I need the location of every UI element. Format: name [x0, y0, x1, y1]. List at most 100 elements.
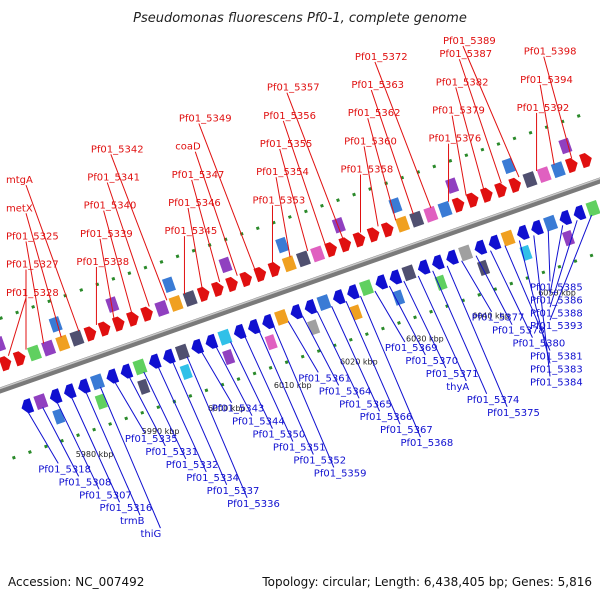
- kbp-label: 5990 kbp: [142, 427, 180, 436]
- gene-leader-line: [103, 210, 133, 313]
- gene-leader-line: [25, 213, 62, 338]
- gene-feature-box: [52, 408, 66, 425]
- gene-leader-line: [172, 361, 228, 486]
- gene-feature-box: [275, 236, 290, 254]
- map-title: Pseudomonas fluorescens Pf0-1, complete …: [133, 11, 467, 26]
- gene-leader-line: [114, 381, 146, 434]
- forward-gene-label: Pf01_5353: [252, 195, 305, 206]
- gene-leader-line: [187, 207, 203, 289]
- forward-gene-arrow: [225, 276, 238, 293]
- reverse-gene-label: Pf01_5331: [145, 447, 198, 458]
- gene-leader-line: [403, 280, 447, 369]
- forward-gene-label: Pf01_5354: [256, 167, 309, 178]
- gene-feature-box: [543, 214, 559, 232]
- gene-feature-box: [295, 250, 311, 268]
- reverse-gene-arrow: [290, 304, 304, 320]
- gene-leader-line: [244, 336, 294, 442]
- reverse-gene-label: Pf01_5332: [166, 460, 219, 471]
- gene-feature-box: [434, 274, 448, 291]
- gene-leader-line: [279, 148, 309, 252]
- gene-feature-box: [388, 197, 403, 214]
- gene-feature-box: [519, 244, 533, 262]
- reverse-gene-label: Pf01_5393: [530, 321, 583, 332]
- forward-gene-label: Pf01_5382: [436, 77, 489, 88]
- kbp-label: 6000 kbp: [208, 404, 246, 413]
- reverse-gene-arrow: [517, 224, 530, 240]
- forward-gene-label: Pf01_5357: [267, 83, 320, 94]
- gene-feature-box: [585, 199, 600, 217]
- gene-feature-box: [331, 217, 346, 234]
- reverse-gene-arrow: [262, 313, 275, 330]
- gene-feature-box: [274, 308, 290, 326]
- reverse-gene-label: Pf01_5380: [512, 339, 565, 350]
- reverse-gene-arrow: [573, 204, 587, 221]
- gene-leader-line: [446, 265, 508, 407]
- forward-gene-arrow: [494, 182, 507, 198]
- reverse-gene-label: Pf01_5377: [472, 313, 525, 324]
- forward-gene-label: Pf01_5347: [172, 170, 225, 181]
- forward-gene-arrow: [564, 157, 578, 174]
- gene-leader-line: [273, 326, 335, 468]
- genome-backbone-highlight: [0, 177, 600, 390]
- reverse-gene-label: Pf01_5351: [273, 443, 326, 454]
- gene-leader-line: [455, 87, 485, 190]
- gene-leader-line: [533, 235, 551, 377]
- gene-leader-line: [461, 260, 493, 312]
- forward-gene-arrow: [338, 237, 352, 253]
- gene-feature-box: [550, 161, 566, 179]
- forward-gene-label: Pf01_5345: [164, 226, 217, 237]
- reverse-gene-label: Pf01_5366: [360, 412, 413, 423]
- reverse-gene-label: Pf01_5343: [212, 404, 265, 415]
- gene-feature-box: [69, 329, 85, 347]
- gene-leader-line: [282, 120, 326, 246]
- gene-leader-line: [539, 84, 555, 165]
- forward-gene-label: Pf01_5392: [517, 103, 570, 114]
- forward-gene-label: metX: [6, 203, 33, 214]
- reverse-gene-label: Pf01_5337: [207, 486, 260, 497]
- forward-gene-label: Pf01_5338: [76, 257, 129, 268]
- gene-leader-line: [547, 230, 551, 282]
- gene-leader-line: [128, 376, 166, 447]
- forward-gene-arrow: [83, 326, 97, 342]
- reverse-gene-label: Pf01_5381: [530, 352, 583, 363]
- forward-gene-arrow: [140, 306, 153, 322]
- gene-leader-line: [331, 306, 381, 412]
- gene-leader-line: [374, 290, 406, 343]
- reverse-gene-arrow: [304, 299, 318, 315]
- reverse-gene-arrow: [205, 333, 219, 349]
- gene-leader-line: [549, 225, 564, 295]
- reverse-gene-arrow: [389, 269, 403, 285]
- gene-leader-line: [345, 300, 401, 425]
- reverse-gene-label: Pf01_5367: [380, 425, 433, 436]
- forward-gene-arrow: [480, 187, 493, 203]
- feature-layer: [0, 111, 600, 460]
- reverse-gene-label: trmB: [120, 516, 145, 527]
- gene-feature-box: [0, 335, 7, 353]
- forward-gene-arrow: [508, 177, 522, 193]
- reverse-gene-arrow: [233, 323, 247, 340]
- forward-gene-label: Pf01_5360: [344, 136, 397, 147]
- forward-gene-label: Pf01_5341: [87, 172, 140, 183]
- gene-leader-line: [27, 412, 59, 464]
- forward-gene-arrow: [126, 311, 139, 327]
- forward-gene-label: Pf01_5349: [179, 114, 232, 125]
- gene-feature-box: [401, 264, 417, 282]
- gene-leader-line: [417, 275, 467, 382]
- gene-feature-box: [154, 299, 170, 317]
- gene-leader-line: [363, 146, 379, 227]
- reverse-gene-label: Pf01_5352: [293, 456, 346, 467]
- reverse-gene-arrow: [488, 234, 502, 250]
- forward-gene-label: Pf01_5328: [6, 288, 59, 299]
- gene-leader-line: [157, 366, 207, 473]
- gene-leader-line: [7, 297, 27, 356]
- gene-leader-line: [258, 331, 314, 455]
- forward-gene-label: Pf01_5342: [91, 144, 144, 155]
- forward-gene-label: Pf01_5356: [263, 111, 316, 122]
- reverse-gene-label: Pf01_5383: [530, 365, 583, 376]
- forward-gene-label: coaD: [175, 142, 201, 153]
- forward-gene-arrow: [267, 262, 281, 278]
- accession-text: Accession: NC_007492: [8, 575, 144, 589]
- reverse-gene-label: Pf01_5375: [487, 408, 540, 419]
- gene-feature-box: [558, 137, 573, 155]
